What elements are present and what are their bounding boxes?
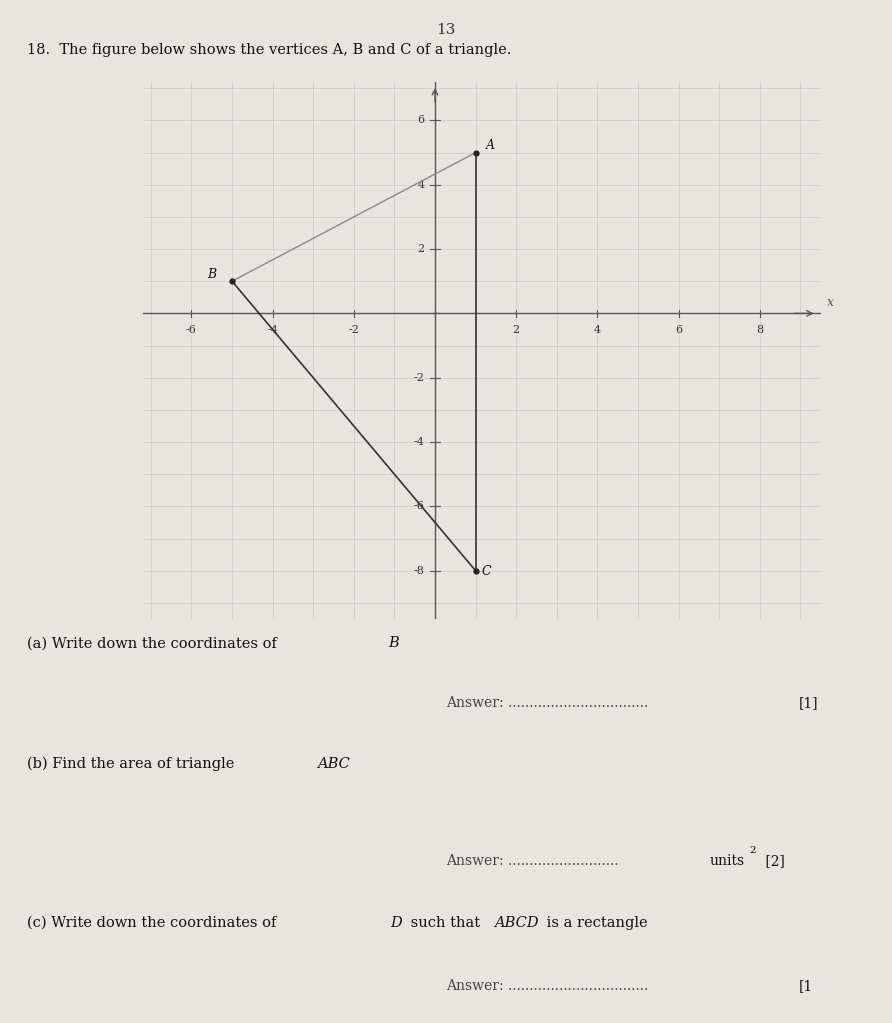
Text: -4: -4 xyxy=(414,437,425,447)
Text: -6: -6 xyxy=(186,324,197,335)
Text: 4: 4 xyxy=(417,180,425,189)
Text: x: x xyxy=(827,296,834,309)
Text: (b) Find the area of triangle: (b) Find the area of triangle xyxy=(27,757,239,771)
Text: ABC: ABC xyxy=(317,757,350,771)
Text: [2]: [2] xyxy=(761,854,785,869)
Text: (a) Write down the coordinates of: (a) Write down the coordinates of xyxy=(27,636,281,651)
Text: 8: 8 xyxy=(756,324,764,335)
Text: -4: -4 xyxy=(268,324,278,335)
Text: ABCD: ABCD xyxy=(494,916,539,930)
Text: B: B xyxy=(388,636,399,651)
Text: 13: 13 xyxy=(436,23,456,37)
Text: [1: [1 xyxy=(798,979,813,993)
Text: Answer: ..........................: Answer: .......................... xyxy=(446,854,618,869)
Text: such that: such that xyxy=(406,916,484,930)
Text: 2: 2 xyxy=(513,324,520,335)
Text: -2: -2 xyxy=(349,324,359,335)
Text: units: units xyxy=(709,854,744,869)
Text: -8: -8 xyxy=(414,566,425,576)
Text: 2: 2 xyxy=(417,244,425,254)
Text: [1]: [1] xyxy=(798,696,818,710)
Text: -2: -2 xyxy=(414,372,425,383)
Text: 2: 2 xyxy=(749,846,756,855)
Text: A: A xyxy=(486,139,495,152)
Text: (c) Write down the coordinates of: (c) Write down the coordinates of xyxy=(27,916,281,930)
Text: C: C xyxy=(482,566,491,578)
Text: -6: -6 xyxy=(414,501,425,512)
Text: 18.  The figure below shows the vertices A, B and C of a triangle.: 18. The figure below shows the vertices … xyxy=(27,43,511,57)
Text: 6: 6 xyxy=(675,324,682,335)
Text: is a rectangle: is a rectangle xyxy=(542,916,648,930)
Text: 6: 6 xyxy=(417,116,425,126)
Text: 4: 4 xyxy=(594,324,601,335)
Text: Answer: .................................: Answer: ................................… xyxy=(446,696,648,710)
Text: D: D xyxy=(390,916,401,930)
Text: B: B xyxy=(208,268,217,281)
Text: Answer: .................................: Answer: ................................… xyxy=(446,979,648,993)
